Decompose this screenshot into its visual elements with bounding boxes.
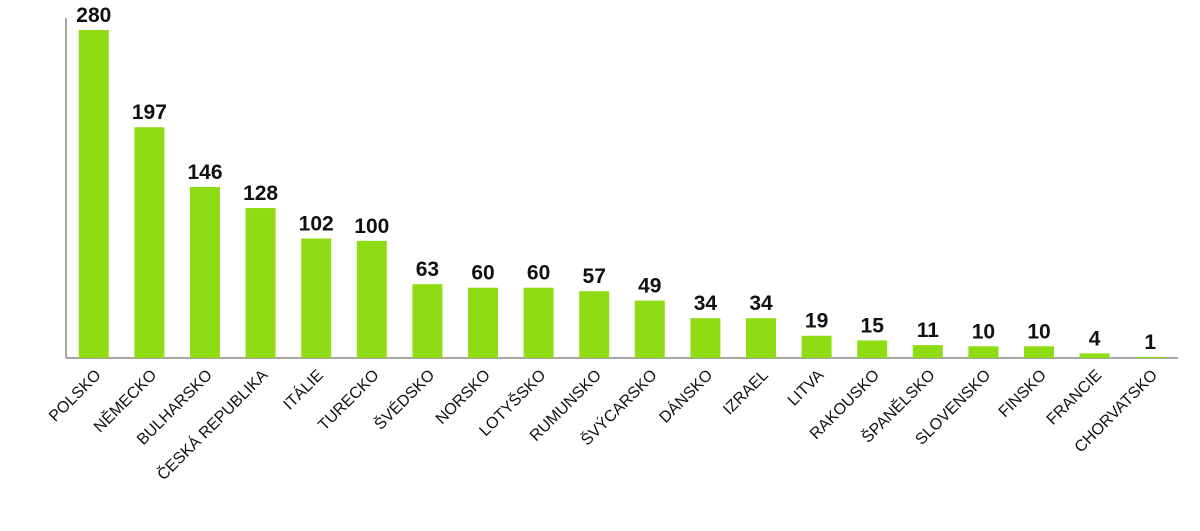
bar — [190, 186, 220, 358]
value-label: 128 — [243, 182, 278, 205]
value-label: 15 — [861, 314, 885, 337]
x-tick-label: IZRAEL — [720, 367, 772, 419]
bar — [968, 346, 999, 358]
x-tick-label: ŠVÉDSKO — [370, 365, 438, 433]
bar — [857, 340, 888, 358]
bar — [1024, 346, 1054, 358]
value-label: 10 — [972, 320, 995, 343]
x-tick-label: TURECKO — [315, 367, 382, 434]
bar — [690, 318, 721, 358]
bar — [356, 240, 387, 358]
bar — [746, 318, 776, 358]
bar — [134, 127, 165, 358]
bar — [468, 287, 498, 358]
x-tick-label: ITÁLIE — [279, 365, 327, 413]
value-label: 1 — [1144, 331, 1156, 354]
bar — [1135, 356, 1166, 358]
value-label: 60 — [527, 262, 550, 285]
x-tick-label: ČESKÁ REPUBLIKA — [153, 365, 272, 484]
value-label: 57 — [583, 265, 606, 288]
bar — [634, 300, 665, 358]
x-tick-label: LITVA — [785, 367, 828, 410]
value-label: 63 — [416, 258, 439, 281]
value-label: 102 — [299, 213, 334, 236]
value-label: 146 — [187, 161, 222, 184]
value-label: 11 — [917, 319, 940, 342]
value-label: 197 — [132, 101, 167, 124]
bar — [801, 335, 832, 358]
value-label: 19 — [805, 310, 828, 333]
bar — [245, 208, 276, 358]
value-label: 60 — [471, 262, 494, 285]
value-label: 280 — [76, 4, 111, 27]
bar — [78, 30, 109, 358]
x-tick-label: POLSKO — [46, 367, 105, 426]
bar — [579, 291, 610, 358]
bar — [1079, 353, 1110, 358]
value-label: 34 — [694, 292, 718, 315]
bar — [301, 238, 332, 358]
value-label: 49 — [638, 275, 661, 298]
x-tick-label: DÁNSKO — [655, 365, 716, 426]
x-tick-label: FINSKO — [996, 367, 1050, 421]
value-label: 4 — [1089, 327, 1101, 350]
value-label: 10 — [1027, 320, 1050, 343]
value-label: 34 — [749, 292, 773, 315]
bar — [912, 345, 943, 358]
bar — [523, 287, 554, 358]
value-label: 100 — [354, 215, 389, 238]
bar — [412, 284, 443, 358]
